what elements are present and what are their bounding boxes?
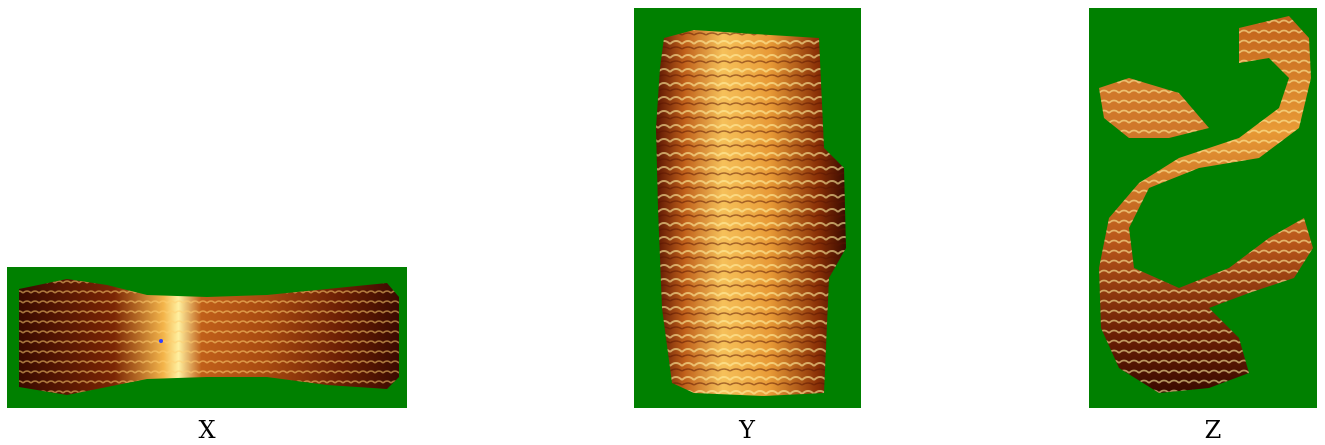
- panel-z-label: Z: [1204, 416, 1222, 444]
- panel-y-image: [634, 8, 861, 408]
- panel-z-density-map: [1099, 16, 1313, 393]
- panel-x-label: X: [198, 416, 216, 444]
- panel-x-image: [7, 267, 407, 408]
- panel-z-image: [1089, 8, 1317, 408]
- panel-x-density-map: [19, 279, 399, 395]
- panel-y-density-map: [656, 30, 846, 396]
- panel-y-label: Y: [739, 416, 755, 444]
